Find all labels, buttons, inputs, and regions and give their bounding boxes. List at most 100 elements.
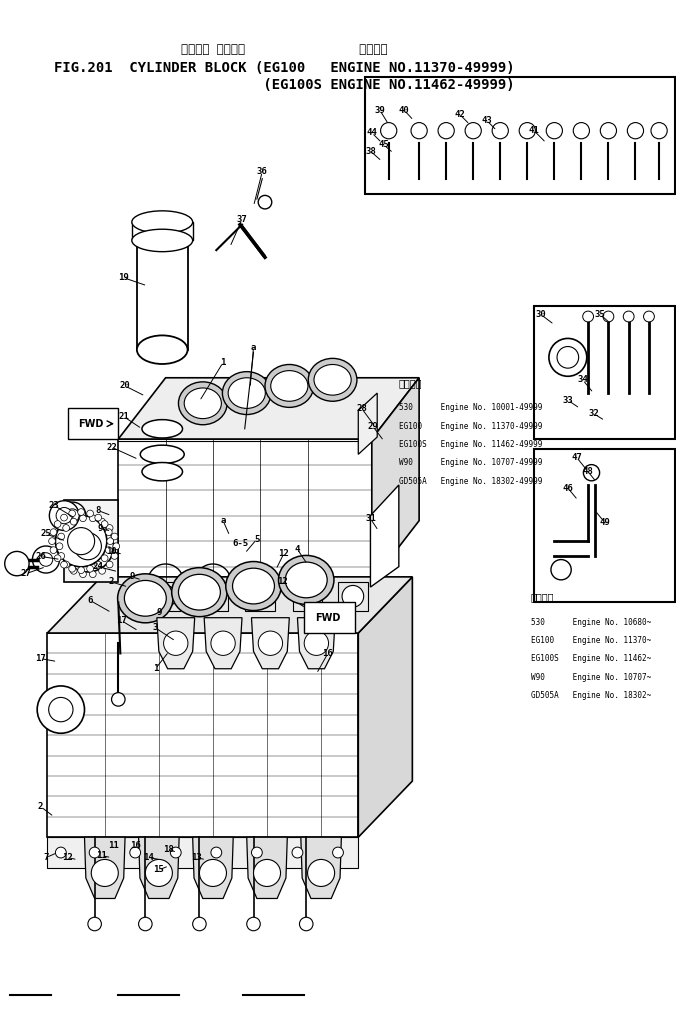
Circle shape (55, 516, 107, 567)
Circle shape (557, 346, 579, 369)
Polygon shape (64, 500, 118, 582)
Polygon shape (251, 618, 289, 669)
Text: 38: 38 (365, 147, 376, 155)
Text: 24: 24 (93, 563, 103, 571)
Polygon shape (118, 378, 419, 439)
Circle shape (105, 529, 112, 536)
Text: 36: 36 (257, 167, 268, 176)
Polygon shape (47, 577, 412, 633)
Circle shape (211, 631, 235, 655)
Ellipse shape (132, 211, 193, 234)
Text: 21: 21 (118, 412, 129, 421)
Circle shape (89, 847, 100, 858)
Circle shape (164, 631, 188, 655)
Circle shape (130, 847, 141, 858)
Text: 26: 26 (35, 552, 46, 561)
Ellipse shape (228, 378, 265, 408)
Circle shape (342, 585, 364, 607)
Circle shape (69, 510, 76, 517)
Circle shape (101, 521, 108, 528)
Ellipse shape (226, 562, 281, 611)
Text: 6: 6 (87, 596, 93, 604)
Bar (304, 602, 355, 633)
Text: 33: 33 (562, 396, 573, 404)
Text: 12: 12 (62, 854, 73, 862)
Polygon shape (293, 582, 322, 611)
Circle shape (551, 560, 571, 580)
Circle shape (101, 554, 108, 562)
Text: 適用号機: 適用号機 (399, 378, 422, 388)
Text: 47: 47 (571, 453, 582, 461)
Text: 1: 1 (153, 665, 158, 673)
Circle shape (63, 525, 70, 531)
Circle shape (106, 525, 113, 531)
Text: EG100S   Engine No. 11462-49999: EG100S Engine No. 11462-49999 (399, 440, 542, 449)
Circle shape (70, 519, 77, 525)
Polygon shape (358, 393, 377, 454)
Ellipse shape (142, 463, 183, 481)
Text: 19: 19 (118, 274, 129, 282)
Circle shape (99, 568, 105, 574)
Text: EG100    Engine No. 11370-49999: EG100 Engine No. 11370-49999 (399, 422, 542, 431)
Ellipse shape (172, 568, 227, 617)
Text: 17: 17 (35, 654, 46, 663)
Circle shape (623, 311, 634, 322)
Circle shape (111, 533, 118, 540)
Text: 3: 3 (153, 624, 158, 632)
Text: EG100S   Engine No. 11462~: EG100S Engine No. 11462~ (531, 654, 651, 664)
Text: a: a (220, 517, 226, 525)
Text: 28: 28 (356, 404, 367, 412)
Text: 9: 9 (156, 609, 162, 617)
Polygon shape (157, 618, 195, 669)
Polygon shape (245, 582, 275, 611)
Ellipse shape (142, 420, 183, 438)
Circle shape (69, 566, 76, 572)
Ellipse shape (137, 335, 187, 364)
Text: (EG100S ENGINE NO.11462-49999): (EG100S ENGINE NO.11462-49999) (53, 78, 514, 92)
Circle shape (583, 311, 594, 322)
Ellipse shape (118, 574, 173, 623)
Text: 35: 35 (595, 310, 606, 319)
Bar (365, 77, 675, 194)
Circle shape (251, 847, 262, 858)
Ellipse shape (132, 230, 193, 252)
Text: 530      Engine No. 10680~: 530 Engine No. 10680~ (531, 618, 651, 627)
Bar (132, 223, 193, 241)
Circle shape (78, 508, 84, 516)
Circle shape (49, 697, 73, 722)
Circle shape (5, 551, 29, 576)
Circle shape (80, 571, 87, 578)
Polygon shape (297, 618, 335, 669)
Text: 30: 30 (535, 310, 546, 319)
Ellipse shape (270, 371, 308, 401)
Polygon shape (47, 633, 358, 837)
Text: 39: 39 (375, 106, 385, 114)
Circle shape (139, 917, 152, 931)
Circle shape (600, 123, 617, 139)
Circle shape (89, 515, 96, 522)
Circle shape (381, 123, 397, 139)
Circle shape (438, 123, 454, 139)
Text: 45: 45 (379, 141, 389, 149)
Circle shape (627, 123, 644, 139)
Circle shape (54, 554, 61, 562)
Polygon shape (358, 577, 412, 837)
Text: 4: 4 (295, 545, 300, 553)
Text: 48: 48 (583, 468, 594, 476)
Circle shape (603, 311, 614, 322)
Text: 25: 25 (41, 530, 51, 538)
Circle shape (107, 538, 114, 544)
Text: 14: 14 (143, 854, 154, 862)
Circle shape (211, 847, 222, 858)
Circle shape (70, 568, 77, 574)
Circle shape (87, 566, 93, 572)
Circle shape (49, 500, 79, 531)
Circle shape (80, 515, 87, 522)
Circle shape (95, 562, 101, 568)
Text: 9: 9 (97, 525, 103, 533)
Text: 7: 7 (43, 854, 49, 862)
Circle shape (87, 510, 93, 517)
Circle shape (546, 123, 562, 139)
Text: 43: 43 (481, 116, 492, 125)
Circle shape (106, 562, 113, 568)
